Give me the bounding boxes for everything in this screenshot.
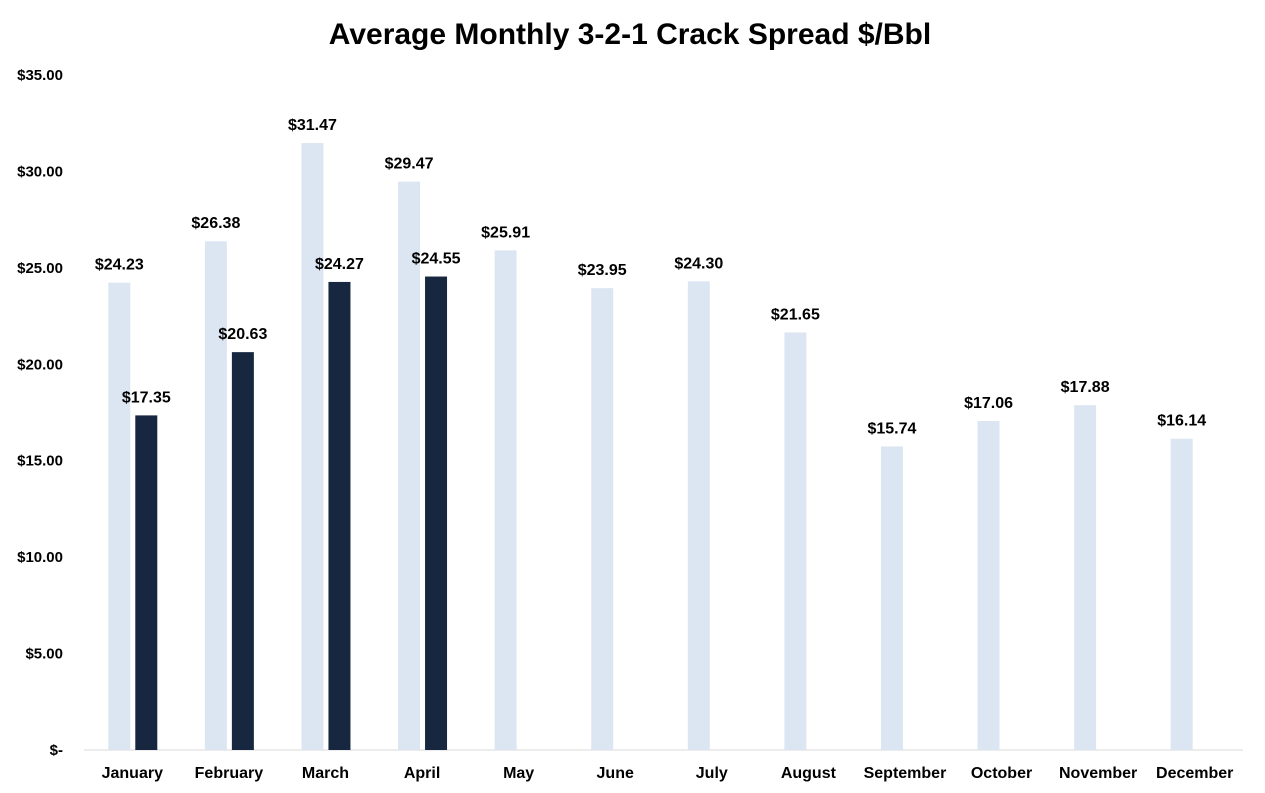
bar-series-1 xyxy=(108,282,131,750)
bar-series-2 xyxy=(231,352,254,750)
bar-series-1 xyxy=(784,332,807,750)
bar-series-2 xyxy=(328,281,351,750)
chart-title: Average Monthly 3-2-1 Crack Spread $/Bbl xyxy=(329,18,931,51)
data-label: $23.95 xyxy=(578,262,627,279)
y-tick-label: $20.00 xyxy=(17,356,63,373)
x-category-label: April xyxy=(404,765,440,782)
x-category-label: November xyxy=(1059,765,1137,782)
bar-series-1 xyxy=(977,420,1000,750)
x-category-label: May xyxy=(503,765,534,782)
data-label: $20.63 xyxy=(218,326,267,343)
data-label: $25.91 xyxy=(481,224,530,241)
x-category-label: September xyxy=(864,765,947,782)
data-label: $24.30 xyxy=(674,255,723,272)
bar-series-1 xyxy=(494,250,517,751)
x-category-label: January xyxy=(102,765,163,782)
y-tick-label: $25.00 xyxy=(17,260,63,277)
x-category-label: July xyxy=(696,765,728,782)
bar-series-1 xyxy=(591,288,614,750)
y-tick-label: $30.00 xyxy=(17,163,63,180)
x-category-label: December xyxy=(1156,765,1233,782)
bar-series-2 xyxy=(135,415,158,750)
data-label: $24.27 xyxy=(315,256,364,273)
bar-series-1 xyxy=(301,143,324,751)
y-tick-label: $10.00 xyxy=(17,549,63,566)
y-tick-label: $15.00 xyxy=(17,453,63,470)
data-label: $21.65 xyxy=(771,306,820,323)
x-axis-category-labels: January February March April May June July Augu… xyxy=(102,765,1234,782)
y-tick-label: $35.00 xyxy=(17,67,63,84)
bar-series-1 xyxy=(1170,438,1193,750)
data-label: $24.55 xyxy=(412,251,461,268)
data-label: $24.23 xyxy=(95,257,144,274)
data-label: $17.35 xyxy=(122,389,171,406)
data-label: $15.74 xyxy=(867,420,916,437)
x-category-label: March xyxy=(302,765,349,782)
data-labels-group: $24.23 $17.35 $26.38 $20.63 $31.47 $24.27 $29.… xyxy=(95,117,1206,437)
y-tick-label: $- xyxy=(50,742,63,759)
y-axis-tick-labels: $35.00 $30.00 $25.00 $20.00 $15.00 $10.00 $5.0… xyxy=(17,67,63,759)
y-tick-label: $5.00 xyxy=(25,646,63,663)
data-label: $26.38 xyxy=(191,215,240,232)
bar-series-2 xyxy=(425,276,448,750)
x-category-label: August xyxy=(781,765,837,782)
bars-group xyxy=(108,143,1193,751)
x-category-label: October xyxy=(971,765,1032,782)
data-label: $17.06 xyxy=(964,395,1013,412)
bar-series-1 xyxy=(204,241,227,750)
data-label: $29.47 xyxy=(385,156,434,173)
data-label: $31.47 xyxy=(288,117,337,134)
bar-series-1 xyxy=(1074,405,1097,750)
x-category-label: February xyxy=(195,765,264,782)
bar-series-1 xyxy=(398,181,421,750)
data-label: $17.88 xyxy=(1061,379,1110,396)
bar-series-1 xyxy=(880,446,903,750)
x-category-label: June xyxy=(597,765,634,782)
data-label: $16.14 xyxy=(1157,413,1206,430)
bar-series-1 xyxy=(687,281,710,750)
